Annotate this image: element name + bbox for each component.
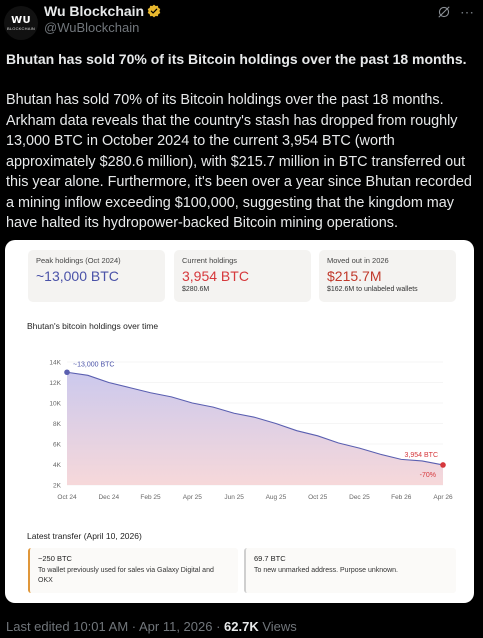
y-tick-label: 4K (53, 462, 62, 469)
avatar-logo-subtext: BLOCKCHAIN (6, 25, 35, 31)
transfer-description: To new unmarked address. Purpose unknown… (254, 567, 398, 574)
y-tick-label: 12K (49, 380, 61, 387)
stat-label: Peak holdings (Oct 2024) (36, 256, 121, 265)
infographic-card[interactable]: Peak holdings (Oct 2024) ~13,000 BTC Cur… (5, 240, 474, 603)
chart-title: Bhutan's bitcoin holdings over time (27, 321, 159, 331)
holdings-chart: 14K 12K 10K 8K 6K 4K 2K Oct 24 Dec 24 Feb 25 Apr 2… (49, 360, 453, 502)
x-tick-label: Jun 25 (224, 494, 244, 501)
stat-value: 3,954 BTC (182, 268, 249, 284)
stat-current-holdings: Current holdings 3,954 BTC $280.6M (174, 250, 311, 302)
stat-moved-out: Moved out in 2026 $215.7M $162.6M to unl… (319, 250, 456, 302)
y-tick-label: 2K (53, 483, 62, 490)
x-tick-label: Dec 25 (349, 494, 370, 501)
verified-badge-icon (147, 4, 161, 18)
edited-timestamp[interactable]: Last edited 10:01 AM · Apr 11, 2026 · (6, 619, 225, 634)
holdings-area (67, 372, 443, 485)
views-count: 62.7K (224, 619, 259, 634)
transfer-item: 69.7 BTC To new unmarked address. Purpos… (244, 548, 456, 593)
end-point (440, 462, 446, 468)
x-tick-label: Apr 25 (183, 494, 203, 501)
y-tick-label: 8K (53, 421, 62, 428)
x-tick-label: Aug 25 (266, 494, 287, 501)
more-options-icon[interactable]: ⋯ (460, 4, 474, 20)
transfer-amount: 69.7 BTC (254, 554, 286, 563)
avatar[interactable]: WU BLOCKCHAIN (4, 6, 38, 40)
end-annotation: 3,954 BTC (405, 452, 438, 459)
x-tick-label: Oct 25 (308, 494, 328, 501)
y-tick-label: 6K (53, 442, 62, 449)
post-headline: Bhutan has sold 70% of its Bitcoin holdi… (6, 51, 467, 67)
post-body: Bhutan has sold 70% of its Bitcoin holdi… (6, 92, 472, 231)
transfer-amount: −250 BTC (38, 554, 72, 563)
stat-label: Current holdings (182, 256, 238, 265)
latest-transfer-title: Latest transfer (April 10, 2026) (27, 531, 142, 541)
avatar-logo-text: WU (11, 14, 31, 26)
author-handle[interactable]: @WuBlockchain (44, 20, 140, 35)
stat-sub: $280.6M (182, 286, 210, 293)
views-label: Views (258, 619, 297, 634)
x-tick-label: Feb 25 (140, 494, 161, 501)
y-tick-label: 14K (49, 360, 61, 367)
stat-value: $215.7M (327, 268, 382, 284)
change-annotation: -70% (420, 472, 436, 479)
x-tick-label: Apr 26 (433, 494, 453, 501)
x-tick-label: Dec 24 (98, 494, 119, 501)
x-tick-label: Feb 26 (391, 494, 412, 501)
stat-peak-holdings: Peak holdings (Oct 2024) ~13,000 BTC (28, 250, 165, 302)
holdings-line (66, 371, 444, 466)
transfer-description: To wallet previously used for sales via … (38, 567, 214, 584)
y-tick-label: 10K (49, 401, 61, 408)
stat-label: Moved out in 2026 (327, 256, 389, 265)
start-point (64, 369, 70, 376)
post-header: WU BLOCKCHAIN Wu Blockchain @WuBlockchai… (0, 0, 483, 40)
transfer-item: −250 BTC To wallet previously used for s… (28, 548, 238, 593)
stat-sub: $162.6M to unlabeled wallets (327, 286, 418, 293)
grok-icon[interactable] (437, 5, 451, 19)
x-tick-label: Oct 24 (57, 494, 77, 501)
start-annotation: ~13,000 BTC (73, 361, 114, 368)
author-name-row: Wu Blockchain (44, 3, 161, 19)
stat-value: ~13,000 BTC (36, 268, 119, 284)
post-footer: Last edited 10:01 AM · Apr 11, 2026 · 62… (6, 619, 297, 634)
author-name[interactable]: Wu Blockchain (44, 3, 145, 19)
